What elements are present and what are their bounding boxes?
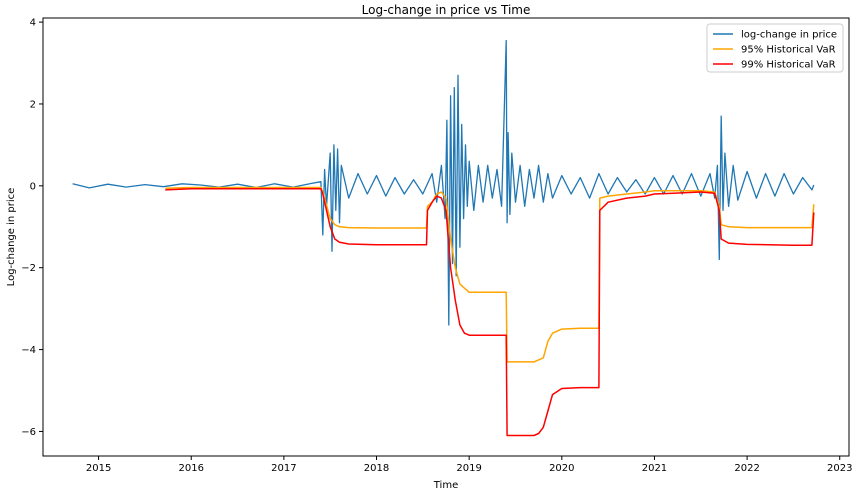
- x-tick-label: 2022: [734, 463, 759, 474]
- legend-box: [706, 23, 844, 73]
- legend-label: 95% Historical VaR: [741, 45, 836, 56]
- legend: log-change in price 95% Historical VaR 99%…: [706, 23, 844, 73]
- x-tick-label: 2017: [271, 463, 296, 474]
- series-layer: [72, 39, 815, 437]
- x-tick-label: 2021: [642, 463, 667, 474]
- y-tick-label: −4: [21, 345, 36, 356]
- y-tick-label: 0: [30, 181, 36, 192]
- y-tick-label: 2: [30, 99, 36, 110]
- x-tick-label: 2023: [827, 463, 852, 474]
- legend-label: log-change in price: [741, 30, 837, 41]
- series-line-3: [165, 187, 815, 437]
- x-axis-ticks: 2015 2016 2017 2018 2019 2020 2021 2022 2023: [86, 456, 852, 474]
- y-tick-label: −2: [21, 263, 36, 274]
- y-axis-ticks: −6 −4 −2 0 2 4: [21, 18, 43, 438]
- legend-label: 99% Historical VaR: [741, 60, 836, 71]
- x-tick-label: 2019: [456, 463, 481, 474]
- y-tick-label: −6: [21, 427, 36, 438]
- x-axis-label: Time: [433, 480, 458, 491]
- chart-title: Log-change in price vs Time: [362, 3, 531, 17]
- series-line-1: [72, 39, 815, 326]
- x-tick-label: 2015: [86, 463, 111, 474]
- x-tick-label: 2020: [549, 463, 574, 474]
- x-tick-label: 2018: [364, 463, 389, 474]
- x-tick-label: 2016: [179, 463, 204, 474]
- y-tick-label: 4: [30, 18, 36, 29]
- plot-area-frame: [42, 17, 850, 457]
- y-axis-label: Log-change in price: [6, 188, 17, 287]
